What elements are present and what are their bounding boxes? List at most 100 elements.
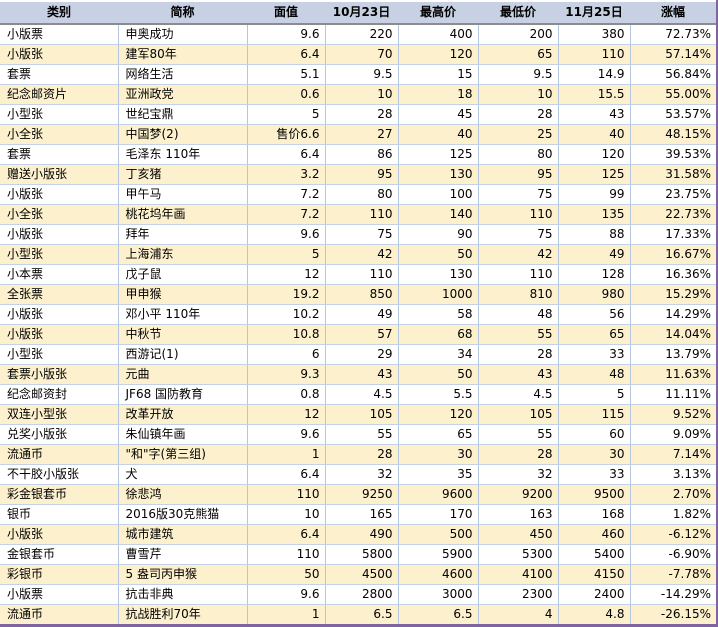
cell: 纪念邮资封 xyxy=(0,384,119,405)
cell: "和"字(第三组) xyxy=(118,444,248,465)
cell: 9.6 xyxy=(247,224,326,245)
cell: 6.5 xyxy=(398,604,479,624)
table-row: 小本票 戊子鼠 12 110 130 110 128 16.36% xyxy=(0,264,716,285)
cell: 105 xyxy=(325,404,399,425)
cell: 380 xyxy=(558,24,631,45)
cell: 4100 xyxy=(478,564,559,585)
cell: 15.5 xyxy=(558,84,631,105)
cell: 90 xyxy=(398,224,479,245)
cell: 43 xyxy=(478,364,559,385)
cell: 220 xyxy=(325,24,399,45)
cell: 彩银币 xyxy=(0,564,119,585)
cell: 5 盎司丙申猴 xyxy=(118,564,248,585)
cell: 2300 xyxy=(478,584,559,605)
cell: 120 xyxy=(398,44,479,65)
cell: 犬 xyxy=(118,464,248,485)
cell: 48 xyxy=(478,304,559,325)
cell: 5.1 xyxy=(247,64,326,85)
cell: 490 xyxy=(325,524,399,545)
cell: 10.2 xyxy=(247,304,326,325)
cell: 城市建筑 xyxy=(118,524,248,545)
cell: 全张票 xyxy=(0,284,119,305)
cell: 不干胶小版张 xyxy=(0,464,119,485)
cell: 56.84% xyxy=(630,64,716,85)
cell: 赠送小版张 xyxy=(0,164,119,185)
cell: 1000 xyxy=(398,284,479,305)
cell: 60 xyxy=(558,424,631,445)
cell: 130 xyxy=(398,164,479,185)
table-row: 双连小型张 改革开放 12 105 120 105 115 9.52% xyxy=(0,404,716,425)
cell: 4150 xyxy=(558,564,631,585)
cell: 45 xyxy=(398,104,479,125)
cell: 西游记(1) xyxy=(118,344,248,365)
cell: 6.4 xyxy=(247,144,326,165)
cell: 110 xyxy=(247,484,326,505)
cell: 丁亥猪 xyxy=(118,164,248,185)
cell: 4500 xyxy=(325,564,399,585)
cell: 43 xyxy=(558,104,631,125)
cell: 套票 xyxy=(0,144,119,165)
cell: 65 xyxy=(398,424,479,445)
cell: 1.82% xyxy=(630,504,716,525)
cell: 53.57% xyxy=(630,104,716,125)
cell: 55 xyxy=(478,324,559,345)
cell: 2016版30克熊猫 xyxy=(118,504,248,525)
cell: 120 xyxy=(398,404,479,425)
cell: 9.3 xyxy=(247,364,326,385)
cell: 套票 xyxy=(0,64,119,85)
cell: 6.5 xyxy=(325,604,399,624)
cell: 39.53% xyxy=(630,144,716,165)
table-row: 小版张 邓小平 110年 10.2 49 58 48 56 14.29% xyxy=(0,304,716,325)
cell: 甲午马 xyxy=(118,184,248,205)
cell: 5800 xyxy=(325,544,399,565)
cell: 4 xyxy=(478,604,559,624)
cell: 小型张 xyxy=(0,244,119,265)
cell: 110 xyxy=(247,544,326,565)
cell: 小型张 xyxy=(0,104,119,125)
cell: 抗击非典 xyxy=(118,584,248,605)
cell: 450 xyxy=(478,524,559,545)
cell: 32 xyxy=(478,464,559,485)
cell: 0.6 xyxy=(247,84,326,105)
cell: -6.90% xyxy=(630,544,716,565)
table-row: 小版张 城市建筑 6.4 490 500 450 460 -6.12% xyxy=(0,524,716,545)
cell: 4.5 xyxy=(325,384,399,405)
cell: 9.09% xyxy=(630,424,716,445)
table-row: 赠送小版张 丁亥猪 3.2 95 130 95 125 31.58% xyxy=(0,164,716,185)
cell: 15.29% xyxy=(630,284,716,305)
cell: 55 xyxy=(478,424,559,445)
cell: 810 xyxy=(478,284,559,305)
table-header: 类别 简称 面值 10月23日 最高价 最低价 11月25日 涨幅 xyxy=(0,2,716,25)
cell: 43 xyxy=(325,364,399,385)
cell: 49 xyxy=(325,304,399,325)
cell: 9.52% xyxy=(630,404,716,425)
cell: 小全张 xyxy=(0,124,119,145)
table-row: 小版张 建军80年 6.4 70 120 65 110 57.14% xyxy=(0,44,716,65)
cell: 4.8 xyxy=(558,604,631,624)
table-row: 小型张 世纪宝鼎 5 28 45 28 43 53.57% xyxy=(0,104,716,125)
cell: 400 xyxy=(398,24,479,45)
cell: 9500 xyxy=(558,484,631,505)
cell: 50 xyxy=(247,564,326,585)
cell: 35 xyxy=(398,464,479,485)
cell: 0.8 xyxy=(247,384,326,405)
cell: 流通币 xyxy=(0,444,119,465)
cell: 小版张 xyxy=(0,44,119,65)
cell: 14.9 xyxy=(558,64,631,85)
column-header-5: 最低价 xyxy=(478,2,558,25)
cell: 163 xyxy=(478,504,559,525)
cell: 抗战胜利70年 xyxy=(118,604,248,624)
cell: 9.5 xyxy=(478,64,559,85)
cell: 48 xyxy=(558,364,631,385)
cell: 3.13% xyxy=(630,464,716,485)
header-row: 类别 简称 面值 10月23日 最高价 最低价 11月25日 涨幅 xyxy=(0,2,716,25)
cell: 80 xyxy=(325,184,399,205)
cell: 3000 xyxy=(398,584,479,605)
cell: 中国梦(2) xyxy=(118,124,248,145)
cell: 亚洲政党 xyxy=(118,84,248,105)
cell: -7.78% xyxy=(630,564,716,585)
cell: 40 xyxy=(398,124,479,145)
cell: 25 xyxy=(478,124,559,145)
cell: 65 xyxy=(558,324,631,345)
cell: 460 xyxy=(558,524,631,545)
